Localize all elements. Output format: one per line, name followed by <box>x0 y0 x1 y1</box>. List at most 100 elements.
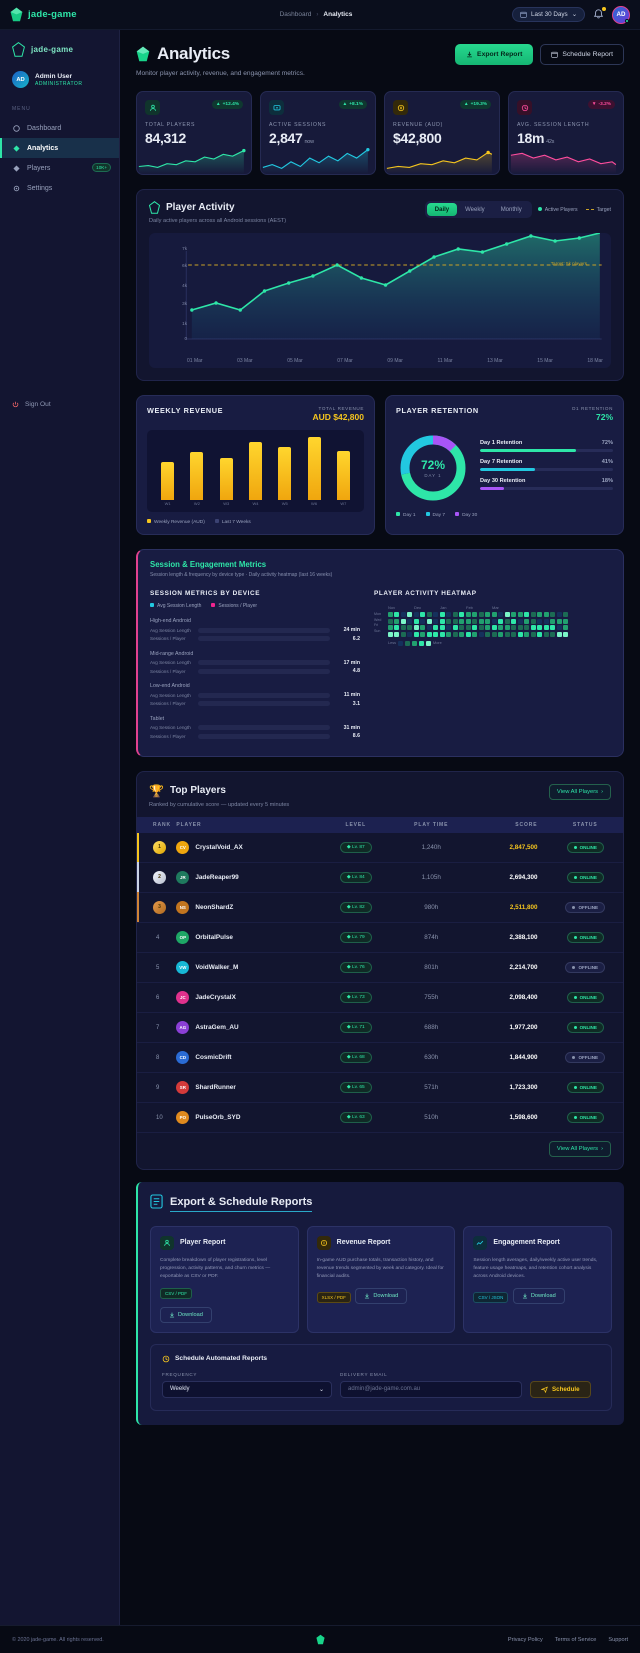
heatmap-cell[interactable] <box>439 618 445 624</box>
heatmap-cell[interactable] <box>498 618 503 624</box>
heatmap-cell[interactable] <box>400 612 406 617</box>
heatmap-cell[interactable] <box>472 625 477 630</box>
heatmap-cell[interactable] <box>537 612 542 617</box>
heatmap-cell[interactable] <box>511 612 516 617</box>
heatmap-cell[interactable] <box>530 631 536 637</box>
retention-donut[interactable]: 72% DAY 1 <box>396 431 470 505</box>
footer-link-privacy[interactable]: Privacy Policy <box>507 1636 543 1643</box>
heatmap-cell[interactable] <box>387 612 393 617</box>
heatmap-cell[interactable] <box>387 631 393 637</box>
heatmap-cell[interactable] <box>446 631 451 637</box>
sidebar-item-settings[interactable]: Settings <box>0 178 119 198</box>
heatmap-cell[interactable] <box>420 618 425 624</box>
heatmap-cell[interactable] <box>472 631 477 637</box>
kpi-card-total-players[interactable]: ▲ +12.4% TOTAL PLAYERS 84,312 <box>136 91 252 175</box>
sidebar-item-analytics[interactable]: Analytics <box>0 138 119 158</box>
heatmap-cell[interactable] <box>563 631 568 637</box>
heatmap-cell[interactable] <box>517 618 523 624</box>
heatmap-cell[interactable] <box>563 625 568 630</box>
heatmap-cell[interactable] <box>491 618 497 624</box>
heatmap-cell[interactable] <box>394 625 399 630</box>
heatmap-cell[interactable] <box>504 612 510 617</box>
heatmap-cell[interactable] <box>543 618 549 624</box>
heatmap-cell[interactable] <box>524 631 529 637</box>
heatmap-cell[interactable] <box>543 625 549 630</box>
heatmap-cell[interactable] <box>485 625 490 630</box>
download-button[interactable]: Download <box>355 1287 408 1304</box>
download-button[interactable]: Download <box>512 1287 565 1304</box>
heatmap-cell[interactable] <box>433 625 438 630</box>
heatmap-cell[interactable] <box>400 625 406 630</box>
heatmap-cell[interactable] <box>452 631 458 637</box>
heatmap-cell[interactable] <box>517 631 523 637</box>
heatmap-cell[interactable] <box>504 631 510 637</box>
kpi-card-active-sessions[interactable]: ▲ +8.1% ACTIVE SESSIONS 2,847 now <box>260 91 376 175</box>
table-row[interactable]: 1 CV CrystalVoid_AX ◆ Lv. 87 1,240h 2,847,500… <box>137 832 623 863</box>
table-row[interactable]: 8 CD CosmicDrift ◆ Lv. 68 630h 1,844,900 OFFLI… <box>137 1042 623 1073</box>
heatmap-cell[interactable] <box>550 618 555 624</box>
activity-heatmap[interactable]: Nov Dec Jan Feb Mar Mon Wed Fri Sun <box>374 605 611 646</box>
table-row[interactable]: 3 NS NeonShardZ ◆ Lv. 82 980h 2,511,800 OFFLIN… <box>137 892 623 923</box>
heatmap-cell[interactable] <box>394 618 399 624</box>
kpi-card-revenue[interactable]: ▲ +19.3% REVENUE (AUD) $42,800 <box>384 91 500 175</box>
heatmap-cell[interactable] <box>485 612 490 617</box>
heatmap-cell[interactable] <box>543 612 549 617</box>
sidebar-user[interactable]: AD Admin User ADMINISTRATOR <box>0 67 119 102</box>
sidebar-item-dashboard[interactable]: Dashboard <box>0 118 119 138</box>
heatmap-cell[interactable] <box>459 618 464 624</box>
heatmap-cell[interactable] <box>413 625 419 630</box>
table-row[interactable]: 2 JR JadeReaper99 ◆ Lv. 84 1,105h 2,694,300 ON… <box>137 862 623 893</box>
heatmap-cell[interactable] <box>472 612 477 617</box>
heatmap-cell[interactable] <box>407 631 412 637</box>
heatmap-cell[interactable] <box>407 625 412 630</box>
download-button[interactable]: Download <box>160 1306 212 1323</box>
heatmap-cell[interactable] <box>387 625 393 630</box>
export-card-revenue-report[interactable]: Revenue Report In-game AUD purchase tota… <box>306 1225 456 1333</box>
heatmap-cell[interactable] <box>556 618 562 624</box>
heatmap-cell[interactable] <box>420 631 425 637</box>
heatmap-cell[interactable] <box>511 618 516 624</box>
heatmap-cell[interactable] <box>478 631 484 637</box>
heatmap-cell[interactable] <box>472 618 477 624</box>
heatmap-cell[interactable] <box>465 631 471 637</box>
heatmap-cell[interactable] <box>543 631 549 637</box>
heatmap-cell[interactable] <box>491 612 497 617</box>
heatmap-cell[interactable] <box>491 631 497 637</box>
heatmap-cell[interactable] <box>511 631 516 637</box>
heatmap-cell[interactable] <box>563 618 568 624</box>
heatmap-cell[interactable] <box>426 625 432 630</box>
heatmap-cell[interactable] <box>439 612 445 617</box>
table-row[interactable]: 7 AG AstraGem_AU ◆ Lv. 71 688h 1,977,200 ONLIN… <box>137 1012 623 1043</box>
heatmap-cell[interactable] <box>426 631 432 637</box>
weekly-revenue-chart[interactable]: W1 W2 W3 W4 W5 W6 W7 <box>147 430 364 512</box>
view-all-players-button[interactable]: View All Players › <box>548 783 611 800</box>
heatmap-cell[interactable] <box>433 631 438 637</box>
heatmap-cell[interactable] <box>511 625 516 630</box>
heatmap-cell[interactable] <box>465 625 471 630</box>
heatmap-cell[interactable] <box>550 631 555 637</box>
heatmap-cell[interactable] <box>426 612 432 617</box>
date-range-picker[interactable]: Last 30 Days ⌄ <box>511 7 585 22</box>
heatmap-cell[interactable] <box>446 612 451 617</box>
heatmap-cell[interactable] <box>537 625 542 630</box>
heatmap-cell[interactable] <box>433 618 438 624</box>
sign-out-button[interactable]: Sign Out <box>12 401 51 408</box>
heatmap-cell[interactable] <box>498 625 503 630</box>
table-row[interactable]: 10 PO PulseOrb_SYD ◆ Lv. 63 510h 1,598,600 ONL… <box>137 1102 623 1133</box>
heatmap-cell[interactable] <box>556 631 562 637</box>
heatmap-cell[interactable] <box>498 631 503 637</box>
heatmap-cell[interactable] <box>407 612 412 617</box>
heatmap-cell[interactable] <box>478 618 484 624</box>
heatmap-cell[interactable] <box>524 625 529 630</box>
heatmap-cell[interactable] <box>485 631 490 637</box>
heatmap-cell[interactable] <box>420 612 425 617</box>
heatmap-cell[interactable] <box>452 618 458 624</box>
heatmap-cell[interactable] <box>504 618 510 624</box>
heatmap-cell[interactable] <box>478 625 484 630</box>
heatmap-cell[interactable] <box>524 612 529 617</box>
heatmap-cell[interactable] <box>452 612 458 617</box>
heatmap-cell[interactable] <box>517 612 523 617</box>
heatmap-cell[interactable] <box>394 631 399 637</box>
heatmap-cell[interactable] <box>387 618 393 624</box>
view-all-players-button-footer[interactable]: View All Players › <box>548 1140 611 1157</box>
